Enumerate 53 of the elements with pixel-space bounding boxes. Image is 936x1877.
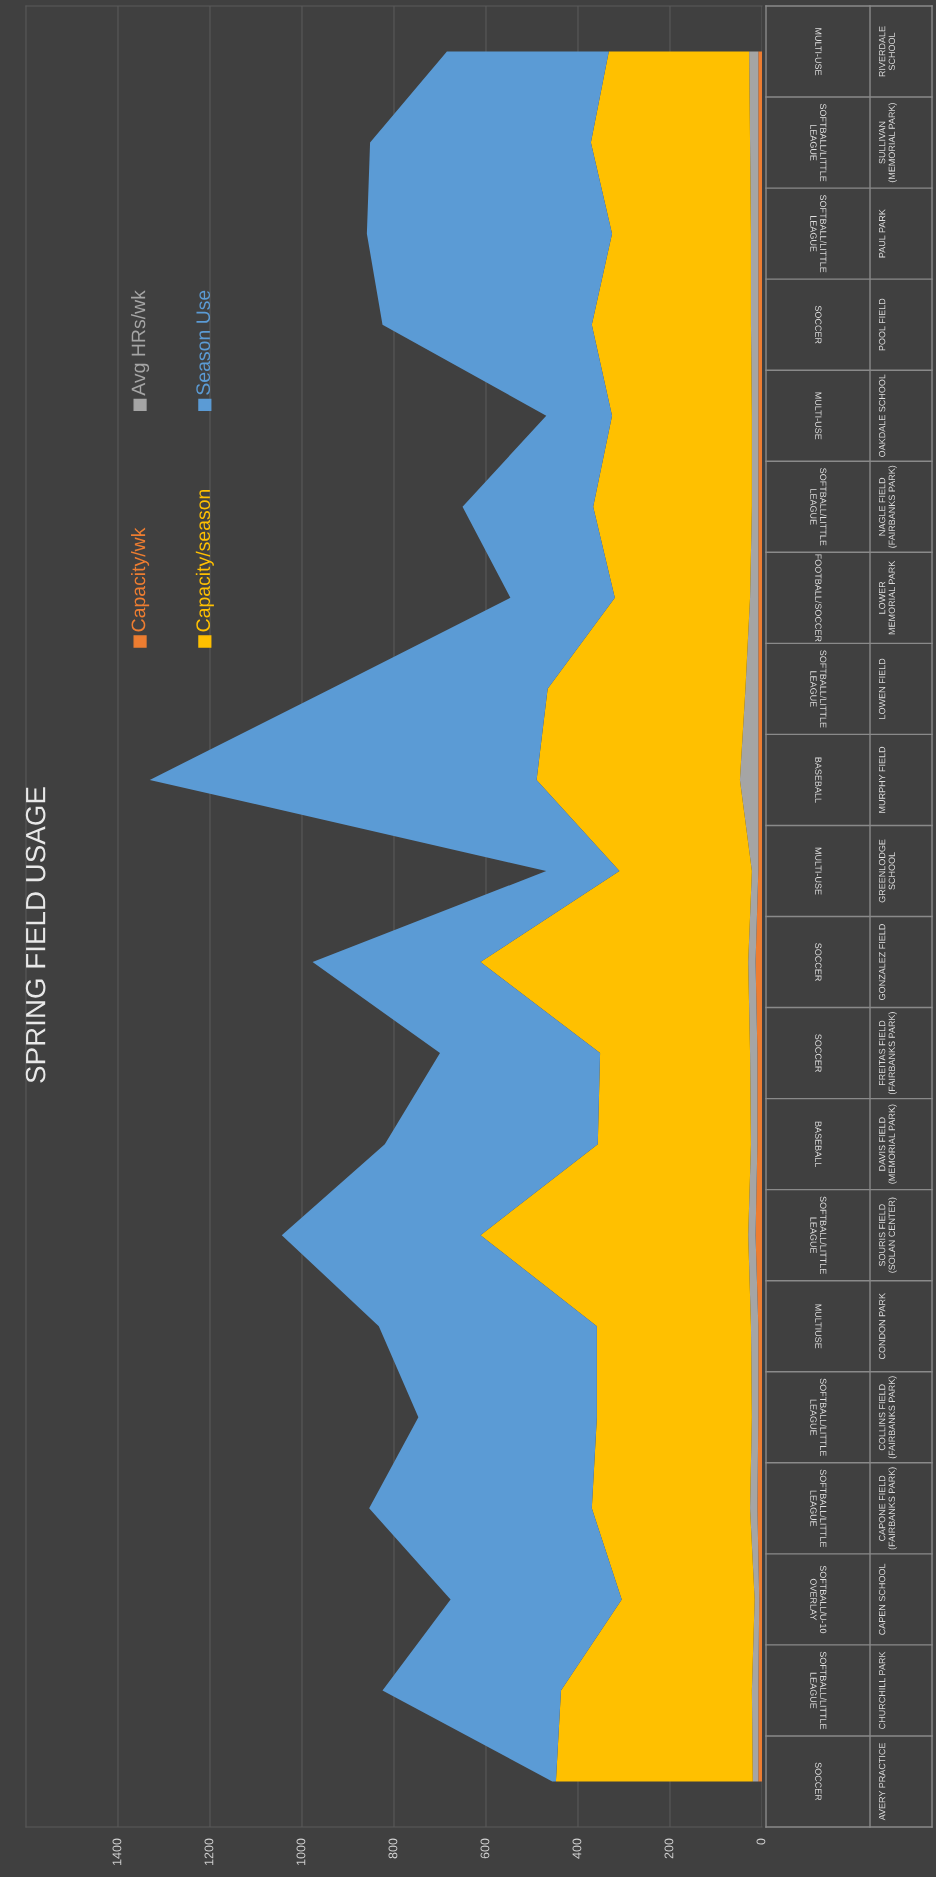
y-tick-label: SULLIVAN (MEMORIAL PARK)	[878, 103, 897, 183]
y-tick-label: LOWER MEMORIAL PARK	[878, 560, 896, 635]
y-tick-label: CHURCHILL PARK	[878, 1651, 886, 1729]
y-tick-label: RIVERDALE SCHOOL	[879, 26, 896, 77]
y2-tick-label: SOFTBALL/LITTLE LEAGUE	[810, 650, 827, 728]
y-tick-label: CAPONE FIELD (FAIRBANKS PARK)	[878, 1467, 897, 1550]
text: Capacity/season	[195, 489, 214, 632]
x-tick-label: 1200	[204, 1838, 214, 1865]
y-tick-label: POOL FIELD	[878, 298, 886, 351]
text: SPRING FIELD USAGE	[25, 787, 46, 1083]
y-tick-label: CONDON PARK	[878, 1293, 886, 1360]
y-tick-label: OAKDALE SCHOOL	[878, 374, 886, 457]
x-tick-label: 800	[388, 1838, 398, 1859]
y-tick-label: DAVIS FIELD (MEMORIAL PARK)	[878, 1104, 897, 1184]
y-tick-label: AVERY PRACTICE	[878, 1742, 886, 1821]
y2-tick-label: SOFTBALL/LITTLE LEAGUE	[810, 1651, 827, 1730]
y2-tick-label: MULTI-USE	[815, 392, 822, 440]
y2-tick-label: SOFTBALL/LITTLE LEAGUE	[810, 103, 827, 182]
y2-tick-label: SOCCER	[815, 305, 822, 344]
y2-tick-label: SOFTBALL/LITTLE LEAGUE	[810, 194, 827, 273]
y2-tick-label: SOFTBALL/LITTLE LEAGUE	[810, 1378, 827, 1457]
y2-tick-label: BASEBALL	[815, 1121, 822, 1167]
y2-tick-label: MULTI-USE	[815, 847, 822, 895]
x-tick-label: 600	[480, 1838, 490, 1859]
y-tick-label: NAGLE FIELD (FAIRBANKS PARK)	[878, 465, 897, 548]
y-tick-label: COLLINS FIELD (FAIRBANKS PARK)	[878, 1376, 897, 1459]
x-tick-label: 1400	[112, 1838, 122, 1865]
y2-tick-label: MULTI-USE	[815, 28, 822, 76]
y2-tick-label: SOCCER	[815, 1034, 822, 1072]
y-tick-label: GONZALEZ FIELD	[878, 924, 886, 1000]
y2-tick-label: SOCCER	[815, 943, 822, 981]
y-tick-label: GREENLODGE SCHOOL	[878, 839, 896, 903]
x-tick-label: 0	[756, 1838, 766, 1845]
y2-tick-label: SOFTBALL/U-10 OVERLAY	[810, 1565, 827, 1634]
text: Season Use	[196, 290, 211, 395]
y2-tick-label: SOFTBALL/LITTLE LEAGUE	[810, 468, 827, 546]
y-tick-label: CAPEN SCHOOL	[878, 1563, 886, 1635]
x-tick-label: 400	[572, 1838, 582, 1859]
y-tick-label: FREITAS FIELD (FAIRBANKS PARK)	[878, 1012, 897, 1095]
y-tick-label: SOURIS FIELD (SOLAN CENTER)	[878, 1197, 897, 1273]
y2-tick-label: SOFTBALL/LITTLE LEAGUE	[810, 1196, 827, 1274]
text: Capacity/wk	[131, 527, 150, 632]
y2-tick-label: FOOTBALL/SOCCER	[815, 554, 822, 642]
y2-tick-label: MULTIUSE	[815, 1304, 822, 1349]
y-tick-label: MURPHY FIELD	[879, 746, 886, 813]
text: Avg HRs/wk	[131, 290, 150, 396]
y2-tick-label: BASEBALL	[815, 757, 822, 803]
y-tick-label: LOWEN FIELD	[878, 658, 886, 719]
y2-tick-label: SOCCER	[815, 1762, 822, 1801]
x-tick-label: 1000	[296, 1838, 306, 1865]
y-tick-label: PAUL PARK	[879, 209, 886, 258]
x-tick-label: 200	[664, 1838, 674, 1859]
y2-tick-label: SOFTBALL/LITTLE LEAGUE	[810, 1469, 827, 1548]
